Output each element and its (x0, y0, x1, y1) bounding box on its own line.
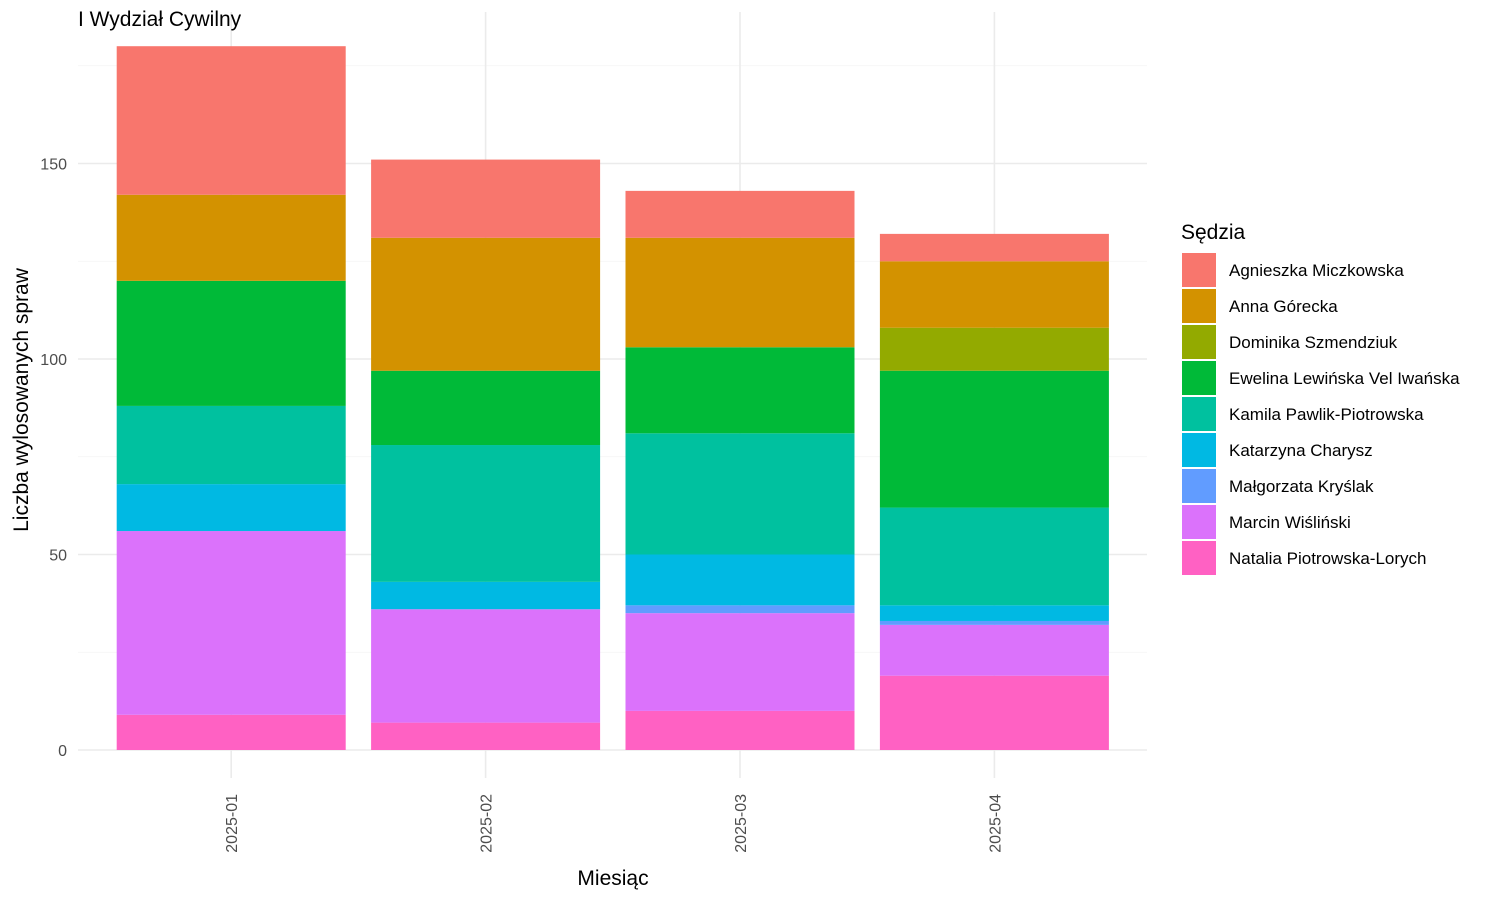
y-tick-label: 50 (49, 548, 67, 565)
legend-swatch (1182, 397, 1216, 431)
bar-segment (116, 46, 346, 195)
bars (116, 46, 1109, 750)
bar-segment (879, 624, 1109, 676)
bar-segment (625, 190, 855, 238)
legend-swatch (1182, 361, 1216, 395)
legend-swatch (1182, 253, 1216, 287)
legend-swatch (1182, 541, 1216, 575)
bar-segment (625, 237, 855, 348)
bar-segment (625, 613, 855, 711)
bar-segment (879, 605, 1109, 621)
bar-segment (625, 605, 855, 614)
y-tick-label: 100 (40, 352, 67, 369)
legend-label: Anna Górecka (1229, 297, 1338, 316)
y-axis-title: Liczba wylosowanych spraw (10, 267, 33, 532)
legend-label: Natalia Piotrowska-Lorych (1229, 549, 1426, 568)
legend-label: Kamila Pawlik-Piotrowska (1229, 405, 1424, 424)
bar-segment (371, 370, 601, 446)
bar-segment (116, 714, 346, 750)
legend-swatch (1182, 433, 1216, 467)
legend-label: Katarzyna Charysz (1229, 441, 1373, 460)
bar-segment (371, 159, 601, 238)
bar-segment (625, 433, 855, 555)
x-tick-label: 2025-01 (224, 794, 241, 853)
legend-label: Dominika Szmendziuk (1229, 333, 1398, 352)
legend-swatch (1182, 289, 1216, 323)
bar-segment (371, 609, 601, 723)
x-tick-label: 2025-04 (987, 794, 1004, 853)
legend-title: Sędzia (1181, 221, 1246, 244)
x-axis-title: Miesiąc (577, 867, 648, 890)
bar-segment (116, 405, 346, 485)
legend-label: Agnieszka Miczkowska (1229, 261, 1404, 280)
bar-segment (116, 531, 346, 715)
bar-segment (371, 445, 601, 582)
bar-segment (116, 484, 346, 532)
y-axis-ticks: 0 50 100 150 (40, 157, 67, 761)
x-axis-ticks: 2025-01 2025-02 2025-03 2025-04 (224, 794, 1004, 853)
bar-segment (879, 327, 1109, 371)
legend-label: Małgorzata Kryślak (1229, 477, 1374, 496)
bar-segment (371, 237, 601, 371)
y-tick-label: 0 (58, 743, 67, 760)
y-tick-label: 150 (40, 157, 67, 174)
bar-segment (879, 620, 1109, 625)
bar-segment (879, 370, 1109, 508)
bar-segment (625, 554, 855, 606)
bar-segment (879, 233, 1109, 262)
bar-segment (625, 347, 855, 434)
bar-segment (371, 722, 601, 750)
legend-label: Ewelina Lewińska Vel Iwańska (1229, 369, 1460, 388)
bar-segment (371, 581, 601, 610)
legend-label: Marcin Wiśliński (1229, 513, 1351, 532)
bar-segment (879, 675, 1109, 750)
x-tick-label: 2025-02 (479, 794, 496, 853)
legend-swatch (1182, 505, 1216, 539)
bar-segment (879, 261, 1109, 328)
bar-segment (625, 710, 855, 750)
bar-segment (879, 507, 1109, 606)
bar-segment (116, 194, 346, 281)
legend: Sędzia Agnieszka Miczkowska Anna Górecka D… (1181, 221, 1460, 575)
chart-title: I Wydział Cywilny (78, 8, 242, 31)
legend-swatch (1182, 325, 1216, 359)
x-tick-label: 2025-03 (733, 794, 750, 853)
legend-swatch (1182, 469, 1216, 503)
bar-segment (116, 280, 346, 406)
